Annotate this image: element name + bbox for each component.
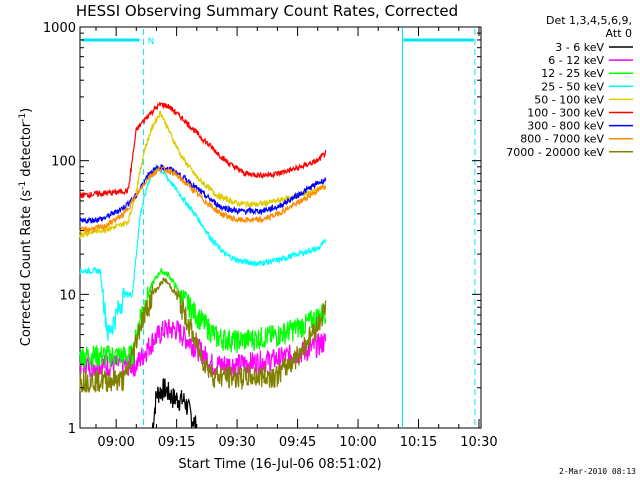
legend-label: 3 - 6 keV (555, 41, 604, 54)
series-line (79, 165, 327, 234)
legend-label: 100 - 300 keV (527, 107, 604, 120)
series-layer (79, 102, 327, 429)
x-tick-label: 09:00 (97, 435, 134, 450)
series-line (79, 267, 327, 369)
x-tick-label: 09:45 (279, 435, 316, 450)
series-line (79, 164, 327, 342)
series-line (79, 277, 327, 393)
chart-title: HESSI Observing Summary Count Rates, Cor… (76, 2, 458, 20)
series-line (79, 164, 327, 224)
x-tick-label: 09:15 (158, 435, 195, 450)
y-tick-label: 1000 (43, 21, 76, 36)
legend-label: 6 - 12 keV (548, 54, 604, 67)
y-tick-label: 10 (59, 288, 76, 303)
legend-label: 50 - 100 keV (534, 93, 604, 106)
y-axis-label: Corrected Count Rate (s-1 detector-1) (18, 108, 34, 346)
x-axis-label: Start Time (16-Jul-06 08:51:02) (178, 457, 381, 472)
plot-frame (79, 26, 482, 429)
plot-area: N 09:00 09:15 09:30 09:45 10:00 10:15 10:30 1 10… (43, 21, 498, 450)
legend-label: 300 - 800 keV (527, 120, 604, 133)
legend-header-attenuator: Att 0 (606, 27, 632, 40)
series-line (79, 102, 327, 199)
flag-label: N (148, 37, 155, 47)
x-tick-label: 10:00 (339, 435, 376, 450)
timestamp: 2-Mar-2010 08:13 (559, 467, 636, 476)
legend-label: 25 - 50 keV (541, 80, 604, 93)
axis-ticks: 09:00 09:15 09:30 09:45 10:00 10:15 10:30 1 10 10… (43, 21, 498, 450)
legend-label: 12 - 25 keV (541, 67, 604, 80)
x-tick-label: 10:30 (460, 435, 497, 450)
y-tick-label: 1 (68, 422, 76, 437)
legend-label: 800 - 7000 keV (520, 133, 604, 146)
x-tick-label: 09:30 (218, 435, 255, 450)
series-line (151, 378, 197, 429)
y-tick-label: 100 (51, 155, 76, 170)
x-tick-label: 10:15 (400, 435, 437, 450)
legend-label: 7000 - 20000 keV (506, 146, 604, 159)
legend-header: Det 1,3,4,5,6,9, (546, 14, 632, 27)
series-line (79, 110, 327, 240)
